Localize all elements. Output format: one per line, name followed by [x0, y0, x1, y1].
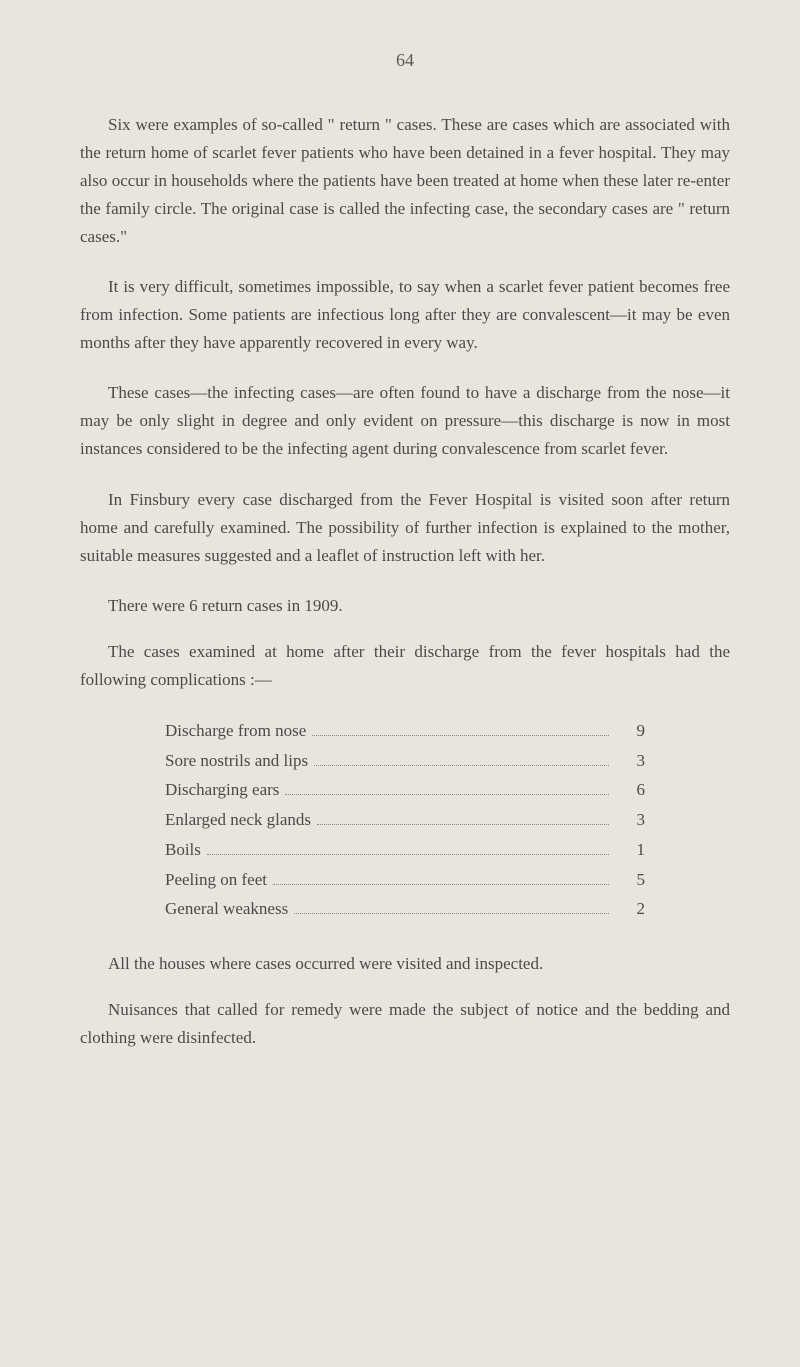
- paragraph-4: In Finsbury every case discharged from t…: [80, 486, 730, 570]
- list-label: Discharging ears: [165, 775, 279, 805]
- paragraph-8: Nuisances that called for remedy were ma…: [80, 996, 730, 1052]
- list-value: 1: [615, 835, 645, 865]
- list-item: Enlarged neck glands 3: [165, 805, 645, 835]
- list-dots: [317, 824, 609, 825]
- paragraph-5: There were 6 return cases in 1909.: [80, 592, 730, 620]
- paragraph-1: Six were examples of so-called " return …: [80, 111, 730, 251]
- list-dots: [273, 884, 609, 885]
- list-item: Sore nostrils and lips 3: [165, 746, 645, 776]
- list-value: 6: [615, 775, 645, 805]
- paragraph-7: All the houses where cases occurred were…: [80, 950, 730, 978]
- paragraph-6: The cases examined at home after their d…: [80, 638, 730, 694]
- complications-list: Discharge from nose 9 Sore nostrils and …: [165, 716, 645, 924]
- list-item: Discharge from nose 9: [165, 716, 645, 746]
- list-label: Sore nostrils and lips: [165, 746, 308, 776]
- list-label: Peeling on feet: [165, 865, 267, 895]
- list-value: 3: [615, 805, 645, 835]
- list-label: General weakness: [165, 894, 288, 924]
- list-label: Discharge from nose: [165, 716, 306, 746]
- list-label: Boils: [165, 835, 201, 865]
- list-value: 5: [615, 865, 645, 895]
- list-value: 2: [615, 894, 645, 924]
- list-dots: [207, 854, 609, 855]
- list-item: General weakness 2: [165, 894, 645, 924]
- list-item: Discharging ears 6: [165, 775, 645, 805]
- list-dots: [294, 913, 609, 914]
- page-number: 64: [80, 50, 730, 71]
- list-dots: [314, 765, 609, 766]
- list-dots: [285, 794, 609, 795]
- list-item: Boils 1: [165, 835, 645, 865]
- paragraph-2: It is very difficult, sometimes impossib…: [80, 273, 730, 357]
- list-item: Peeling on feet 5: [165, 865, 645, 895]
- paragraph-3: These cases—the infecting cases—are ofte…: [80, 379, 730, 463]
- list-dots: [312, 735, 609, 736]
- list-label: Enlarged neck glands: [165, 805, 311, 835]
- list-value: 9: [615, 716, 645, 746]
- list-value: 3: [615, 746, 645, 776]
